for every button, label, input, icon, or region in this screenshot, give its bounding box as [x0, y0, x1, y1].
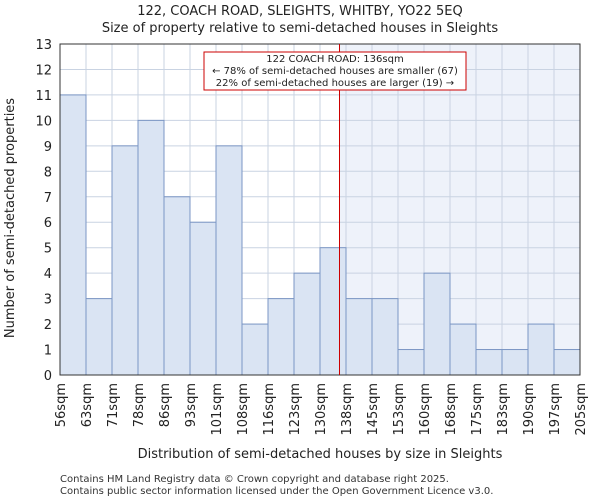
footer-line-1: Contains HM Land Registry data © Crown c…	[60, 474, 449, 485]
x-tick-label: 153sqm	[392, 383, 407, 436]
chart-title: 122, COACH ROAD, SLEIGHTS, WHITBY, YO22 …	[137, 4, 463, 19]
x-tick-label: 175sqm	[470, 383, 485, 436]
x-tick-label: 63sqm	[80, 383, 95, 427]
y-tick-label: 8	[44, 165, 52, 180]
x-tick-label: 86sqm	[158, 383, 173, 427]
x-tick-label: 123sqm	[288, 383, 303, 436]
bar-layer	[59, 94, 581, 376]
annotation-line-3: 22% of semi-detached houses are larger (…	[216, 78, 454, 89]
x-tick-label: 108sqm	[236, 383, 251, 436]
x-tick-label: 190sqm	[522, 383, 537, 436]
x-tick-label: 205sqm	[574, 383, 589, 436]
y-axis-label: Number of semi-detached properties	[3, 98, 18, 338]
histogram-bar	[59, 94, 87, 376]
histogram-bar	[215, 145, 243, 376]
histogram-bar	[319, 247, 347, 376]
annotation-box	[203, 51, 467, 91]
histogram-bar	[449, 323, 477, 376]
y-tick-label: 10	[35, 114, 52, 129]
histogram-bar	[423, 272, 451, 376]
y-tick-label: 3	[44, 293, 52, 308]
histogram-bar	[501, 349, 529, 376]
x-tick-label: 197sqm	[548, 383, 563, 436]
histogram-bar	[345, 298, 373, 376]
y-tick-label: 4	[44, 267, 52, 282]
y-tick-label: 13	[35, 38, 52, 53]
x-tick-label: 138sqm	[340, 383, 355, 436]
histogram-bar	[527, 323, 555, 376]
footer-line-2: Contains public sector information licen…	[60, 486, 493, 497]
x-tick-label: 183sqm	[496, 383, 511, 436]
histogram-bar	[553, 349, 581, 376]
histogram-bar	[371, 298, 399, 376]
y-tick-label: 7	[44, 191, 52, 206]
y-tick-label: 0	[44, 369, 52, 384]
histogram-bar	[267, 298, 295, 376]
x-tick-label: 116sqm	[262, 383, 277, 436]
histogram-bar	[475, 349, 503, 376]
x-tick-label: 101sqm	[210, 383, 225, 436]
x-tick-label: 168sqm	[444, 383, 459, 436]
y-tick-label: 5	[44, 242, 52, 257]
x-tick-label: 160sqm	[418, 383, 433, 436]
y-tick-label: 12	[35, 63, 52, 78]
x-tick-labels: 56sqm 63sqm 71sqm 78sqm 86sqm 93sqm 101sqm 108s…	[54, 383, 589, 436]
histogram-bar	[189, 221, 217, 376]
chart-subtitle: Size of property relative to semi-detach…	[102, 21, 499, 36]
x-tick-label: 130sqm	[314, 383, 329, 436]
x-axis-label: Distribution of semi-detached houses by …	[138, 447, 503, 462]
histogram-bar	[241, 323, 269, 376]
x-tick-label: 56sqm	[54, 383, 69, 427]
y-tick-label: 1	[44, 344, 52, 359]
annotation-line-1: 122 COACH ROAD: 136sqm	[266, 54, 403, 65]
histogram-bar	[137, 119, 165, 376]
x-tick-label: 78sqm	[132, 383, 147, 427]
y-tick-label: 11	[35, 89, 52, 104]
x-tick-label: 71sqm	[106, 383, 121, 427]
plot-frame	[59, 43, 581, 376]
histogram-bar	[293, 272, 321, 376]
histogram-bar	[163, 196, 191, 376]
annotation-line-2: ← 78% of semi-detached houses are smalle…	[212, 66, 458, 77]
y-tick-label: 2	[44, 318, 52, 333]
x-tick-label: 93sqm	[184, 383, 199, 427]
histogram-bar	[397, 349, 425, 376]
y-tick-label: 9	[44, 140, 52, 155]
x-tick-label: 145sqm	[366, 383, 381, 436]
y-tick-label: 6	[44, 216, 52, 231]
histogram-bar	[85, 298, 113, 376]
histogram-bar	[111, 145, 139, 376]
